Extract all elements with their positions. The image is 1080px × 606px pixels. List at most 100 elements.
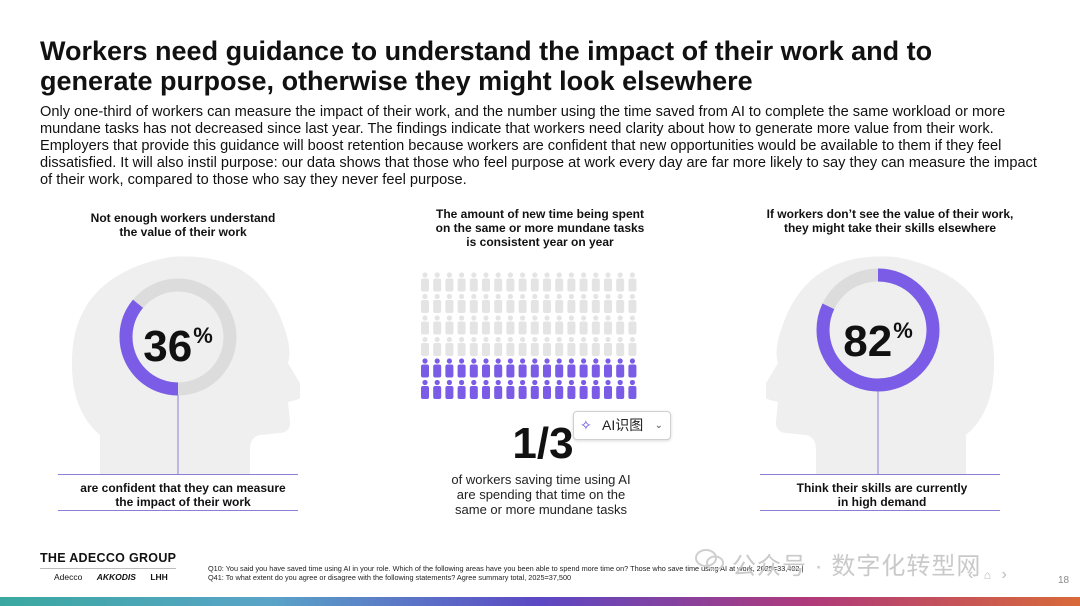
person-icon-highlighted (421, 358, 429, 378)
person-icon-highlighted (579, 379, 588, 399)
person-icon (628, 315, 637, 335)
right-caption: Think their skills are currently in high… (760, 481, 1004, 509)
brand-akkodis: AKKODIS (96, 572, 136, 582)
brand-adecco: Adecco (54, 572, 83, 582)
person-icon (616, 272, 625, 292)
prev-slide-icon[interactable]: ‹ (968, 566, 974, 583)
person-icon (555, 315, 564, 335)
person-icon (579, 315, 588, 335)
person-icon (494, 293, 503, 313)
middle-fraction: 1/3 (512, 419, 574, 468)
person-icon (433, 336, 442, 356)
person-icon (579, 272, 588, 292)
person-icon (591, 315, 600, 335)
person-icon (543, 315, 551, 335)
right-caption-line1: Think their skills are currently (796, 481, 968, 495)
watermark-text: 公众号 · 数字化转型网 (732, 553, 982, 580)
mid-header-line1: The amount of new time being spent (435, 207, 644, 221)
wechat-icon (695, 549, 724, 571)
person-icon-highlighted (530, 379, 539, 399)
person-icon-highlighted (469, 379, 478, 399)
person-icon-highlighted (530, 358, 539, 378)
person-icon (543, 336, 551, 356)
person-icon (555, 293, 564, 313)
middle-caption-line3: same or more mundane tasks (455, 502, 627, 517)
middle-caption: of workers saving time using AI are spen… (430, 472, 652, 517)
person-icon (482, 336, 490, 356)
person-icon (482, 315, 490, 335)
right-ring-value-arc (816, 268, 940, 392)
person-icon-highlighted (421, 379, 429, 399)
page-number: 18 (1058, 575, 1070, 586)
person-icon (628, 272, 637, 292)
person-icon (433, 293, 442, 313)
person-icon-highlighted (543, 358, 551, 378)
person-icon-highlighted (457, 379, 466, 399)
person-icon (567, 315, 576, 335)
left-caption-rule-bottom (58, 510, 298, 511)
person-icon (555, 336, 564, 356)
home-icon[interactable]: ⌂ (983, 568, 992, 582)
person-icon (591, 293, 600, 313)
person-icon (604, 336, 612, 356)
person-icon (518, 315, 527, 335)
person-icon (579, 336, 588, 356)
person-icon-highlighted (445, 379, 454, 399)
person-icon (555, 272, 564, 292)
middle-caption-line2: are spending that time on the (456, 487, 626, 502)
slide-navigation[interactable]: ‹ ⌂ › (968, 566, 1007, 584)
person-icon-highlighted (469, 358, 478, 378)
left-header-line2: the value of their work (119, 225, 247, 239)
person-icon-highlighted (482, 379, 490, 399)
chevron-down-icon: ⌄ (654, 420, 663, 431)
right-percentage-unit: % (893, 318, 913, 343)
person-icon-highlighted (518, 379, 527, 399)
left-header-line1: Not enough workers understand (90, 211, 276, 225)
person-icon-highlighted (567, 379, 576, 399)
person-icon (445, 293, 454, 313)
person-icon-highlighted (616, 358, 625, 378)
sparkle-icon: ✧ (580, 417, 592, 433)
person-icon-highlighted (591, 358, 600, 378)
brand-logo: THE ADECCO GROUP (40, 551, 177, 565)
person-icon (445, 315, 454, 335)
middle-caption-line1: of workers saving time using AI (451, 472, 631, 487)
person-icon (494, 272, 503, 292)
person-icon (567, 272, 576, 292)
person-icon-highlighted (506, 379, 515, 399)
person-icon-highlighted (591, 379, 600, 399)
person-icon-highlighted (433, 358, 442, 378)
person-icon-highlighted (628, 379, 637, 399)
ai-recognize-label: AI识图 (602, 417, 644, 433)
person-icon (567, 293, 576, 313)
left-percentage-value: 36 (143, 322, 193, 371)
right-header: If workers don’t see the value of their … (750, 207, 1030, 235)
person-icon (518, 336, 527, 356)
person-icon (543, 272, 551, 292)
person-icon-highlighted (555, 379, 564, 399)
person-icon (506, 272, 515, 292)
person-icon (616, 336, 625, 356)
people-grid (421, 272, 637, 399)
person-icon (457, 272, 466, 292)
person-icon (530, 315, 539, 335)
next-slide-icon[interactable]: › (1001, 566, 1007, 583)
person-icon (457, 293, 466, 313)
person-icon (579, 293, 588, 313)
person-icon (543, 293, 551, 313)
person-icon (421, 315, 429, 335)
person-icon-highlighted (604, 379, 612, 399)
left-caption-line1: are confident that they can measure (80, 481, 286, 495)
person-icon (494, 315, 503, 335)
person-icon-highlighted (543, 379, 551, 399)
person-icon (494, 336, 503, 356)
left-percentage-unit: % (193, 323, 213, 348)
person-icon-highlighted (433, 379, 442, 399)
ai-recognize-button[interactable]: ✧ AI识图 ⌄ (573, 411, 671, 440)
person-icon (567, 336, 576, 356)
person-icon-highlighted (555, 358, 564, 378)
mid-header-line2: on the same or more mundane tasks (435, 221, 645, 235)
right-percentage-value: 82 (843, 317, 893, 366)
person-icon (445, 336, 454, 356)
person-icon-highlighted (482, 358, 490, 378)
